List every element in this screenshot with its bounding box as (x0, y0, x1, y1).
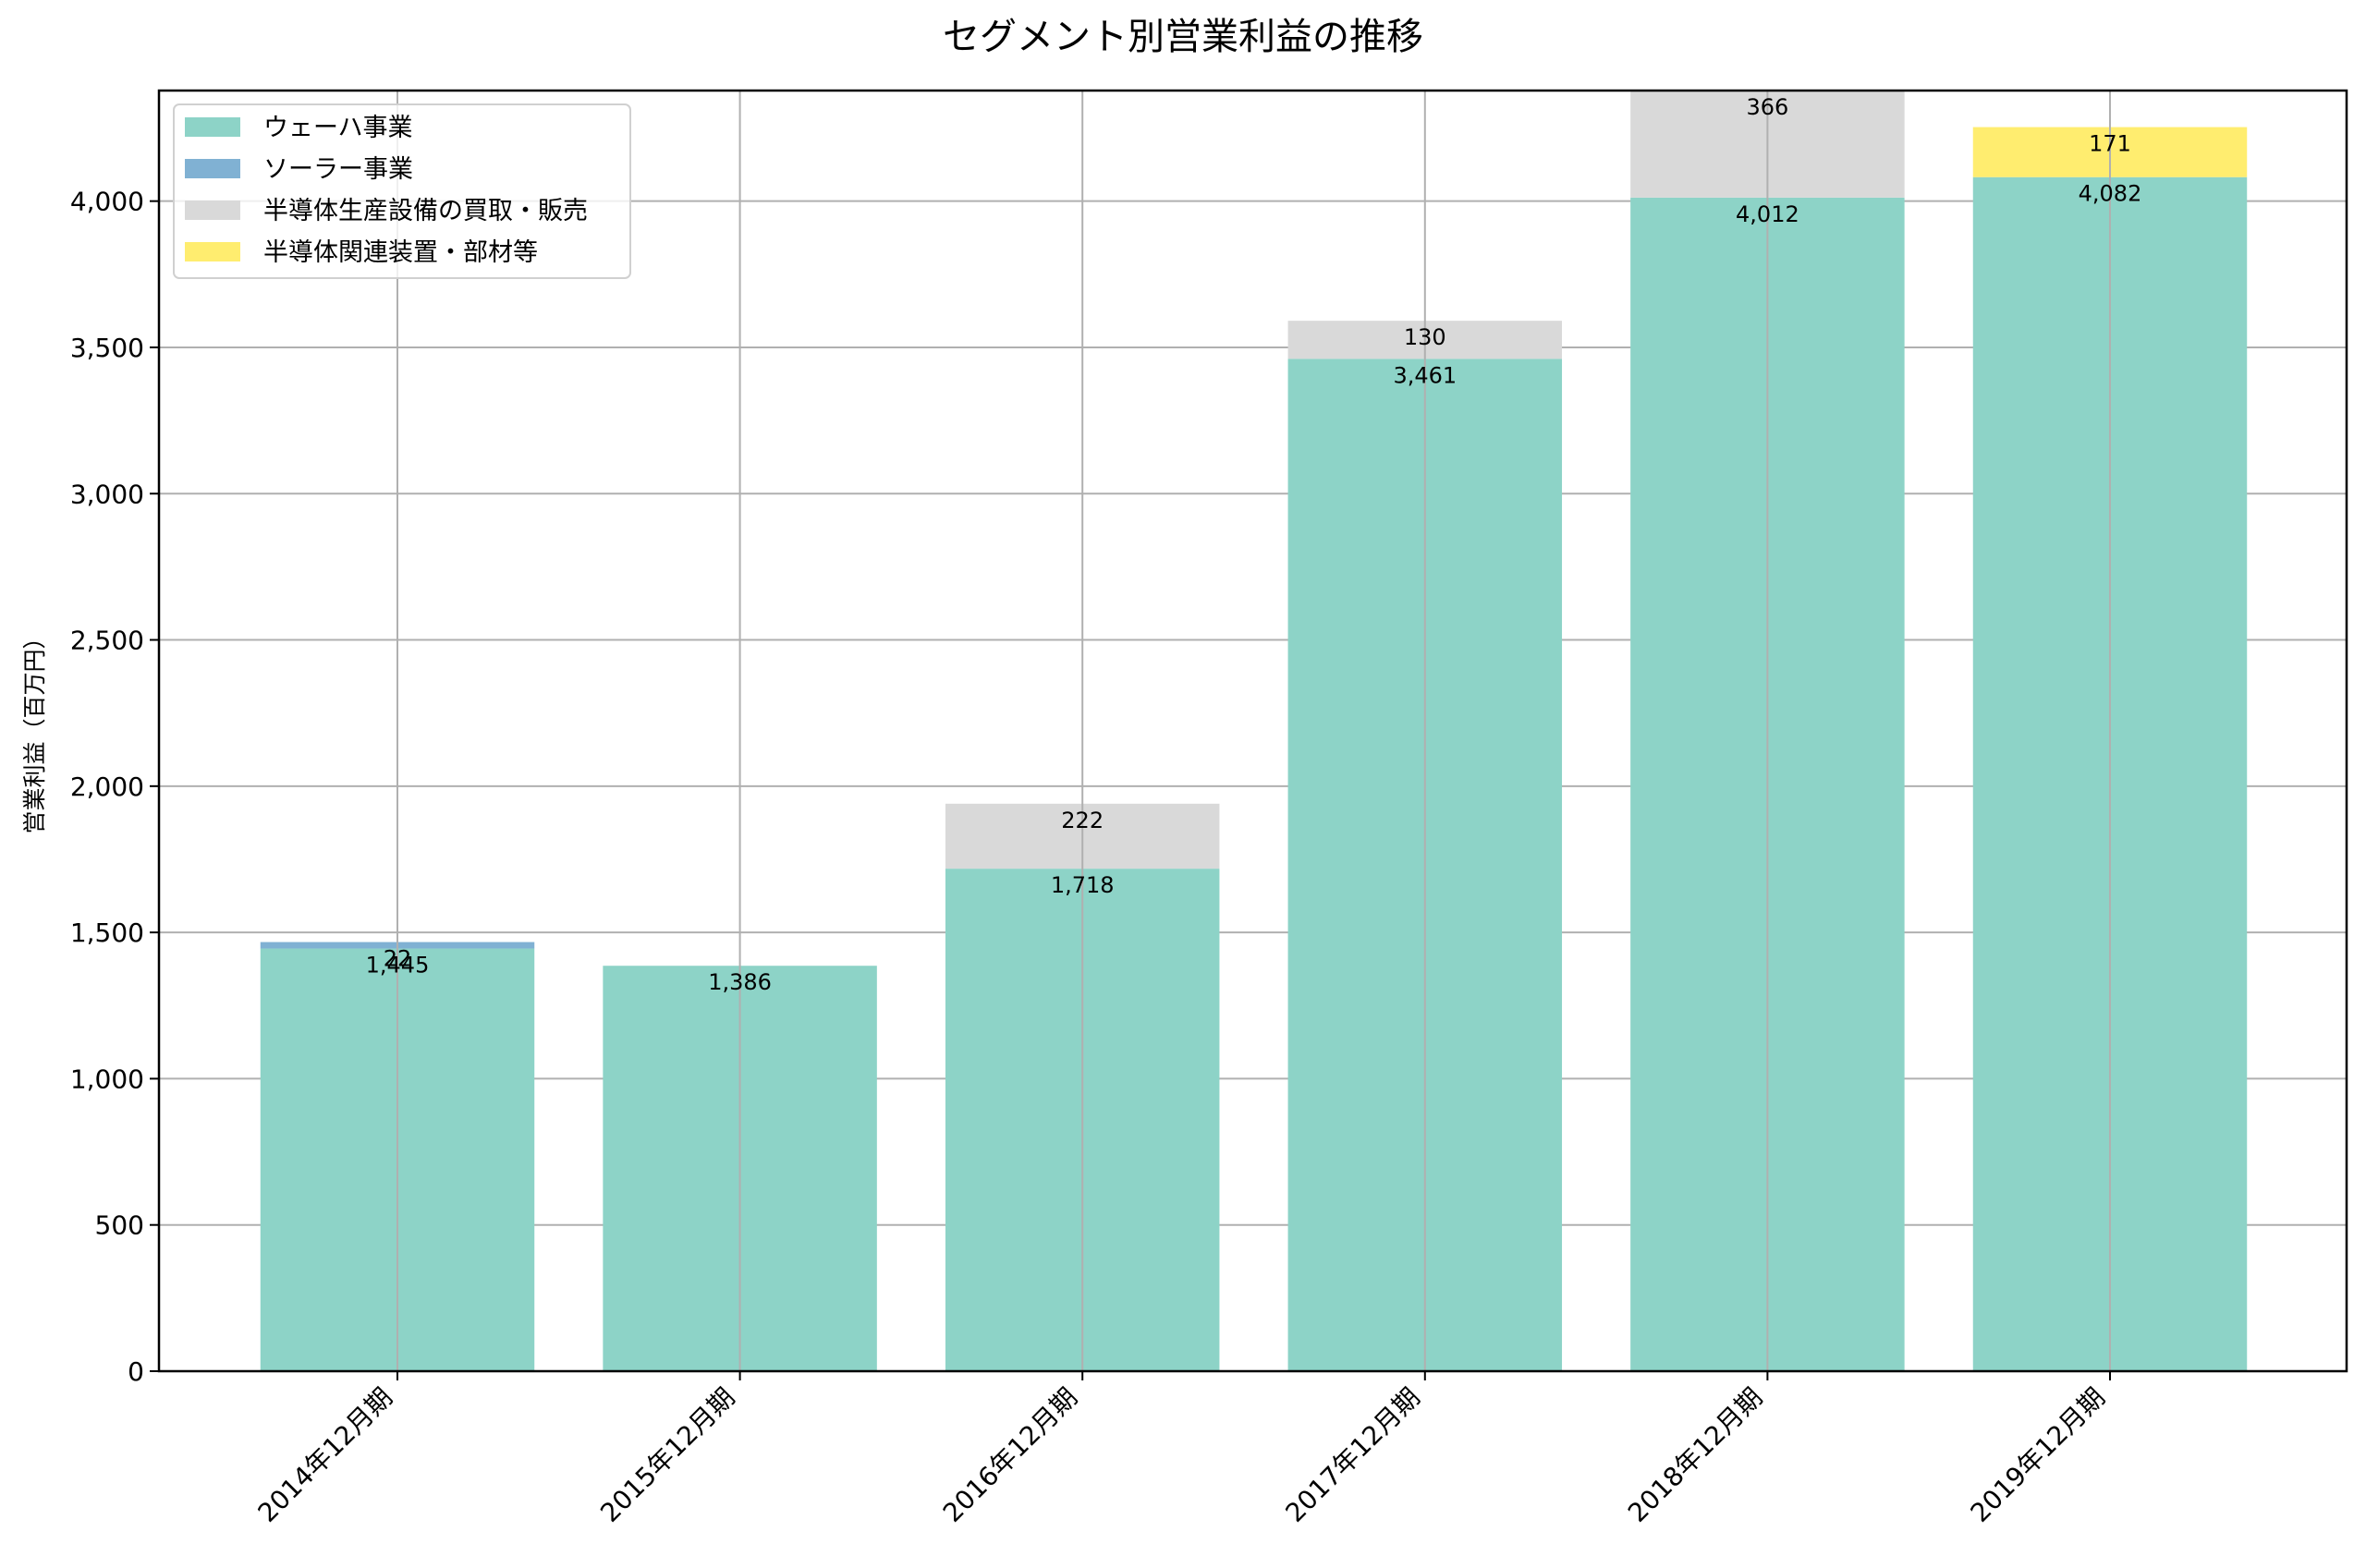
axes-frame (157, 89, 2348, 1373)
y-tick-label: 0 (128, 1356, 144, 1387)
y-axis-ticks: 0 500 1,000 1,500 2,000 2,500 3,000 3,500 4,000 (70, 187, 159, 1387)
y-tick-label: 1,500 (70, 918, 144, 948)
y-tick-label: 2,500 (70, 626, 144, 656)
y-tick-label: 500 (95, 1210, 144, 1241)
x-tick-label: 2014年12月期 (252, 1382, 398, 1528)
bar-value-label: 222 (1061, 808, 1104, 833)
bar-value-label: 366 (1746, 94, 1788, 120)
y-tick-label: 3,500 (70, 333, 144, 363)
bar-value-label: 171 (2089, 131, 2131, 157)
y-tick-label: 3,000 (70, 479, 144, 509)
legend-label: ソーラー事業 (263, 155, 413, 184)
x-tick-label: 2018年12月期 (1622, 1382, 1768, 1528)
legend-swatch (185, 242, 240, 261)
bar-value-label: 1,718 (1051, 872, 1115, 898)
bar-value-label: 3,461 (1393, 362, 1457, 388)
legend-swatch (185, 201, 240, 220)
x-tick-label: 2017年12月期 (1279, 1382, 1425, 1528)
legend-label: 半導体関連装置・部材等 (263, 238, 538, 267)
x-tick-label: 2016年12月期 (937, 1382, 1083, 1528)
x-tick-label: 2019年12月期 (1965, 1382, 2111, 1528)
bar-value-label: 130 (1404, 324, 1446, 350)
legend-box (173, 103, 631, 279)
y-tick-label: 2,000 (70, 772, 144, 802)
vertical-grid-lines (396, 91, 2111, 1371)
bar-value-label: 1,445 (366, 953, 430, 978)
bars (260, 91, 2248, 1372)
legend-swatch (185, 159, 240, 178)
y-tick-label: 1,000 (70, 1064, 144, 1094)
bar-value-label: 22 (384, 946, 412, 972)
y-tick-label: 4,000 (70, 187, 144, 217)
legend-swatch (185, 117, 240, 137)
bar-value-label: 1,386 (708, 969, 772, 995)
legend-label: ウェーハ事業 (263, 114, 412, 142)
bar-value-label: 4,082 (2079, 181, 2142, 207)
legend-label: 半導体生産設備の買取・販売 (263, 197, 588, 225)
chart-title: セグメント別営業利益の推移 (943, 16, 1423, 58)
x-axis-ticks: 2014年12月期 2015年12月期 2016年12月期 2017年12月期 2018… (252, 1371, 2111, 1528)
bar-value-labels: 1,4451,3861,7183,4614,0124,0822222213036… (366, 94, 2142, 995)
x-tick-label: 2015年12月期 (594, 1382, 740, 1528)
bar-value-label: 4,012 (1736, 201, 1799, 227)
